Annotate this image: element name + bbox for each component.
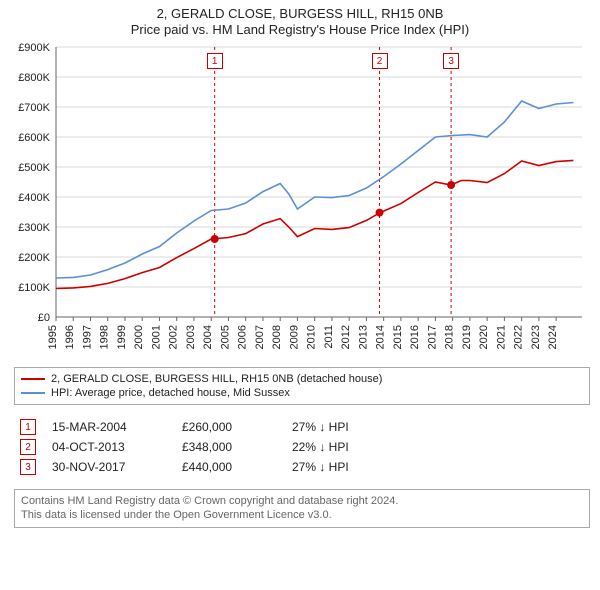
svg-text:2013: 2013 bbox=[357, 325, 369, 349]
svg-text:2004: 2004 bbox=[202, 325, 214, 349]
svg-text:2020: 2020 bbox=[478, 325, 490, 349]
svg-text:1995: 1995 bbox=[47, 325, 59, 349]
svg-text:2008: 2008 bbox=[271, 325, 283, 349]
chart-title-address: 2, GERALD CLOSE, BURGESS HILL, RH15 0NB bbox=[0, 6, 600, 22]
attribution-line2: This data is licensed under the Open Gov… bbox=[21, 508, 583, 522]
table-row: 2 04-OCT-2013 £348,000 22% ↓ HPI bbox=[20, 439, 584, 455]
svg-text:£700K: £700K bbox=[18, 102, 50, 114]
svg-text:2019: 2019 bbox=[461, 325, 473, 349]
legend: 2, GERALD CLOSE, BURGESS HILL, RH15 0NB … bbox=[14, 367, 590, 405]
svg-text:2007: 2007 bbox=[254, 325, 266, 349]
table-row: 1 15-MAR-2004 £260,000 27% ↓ HPI bbox=[20, 419, 584, 435]
attribution: Contains HM Land Registry data © Crown c… bbox=[14, 489, 590, 528]
svg-text:1997: 1997 bbox=[81, 325, 93, 349]
svg-text:£400K: £400K bbox=[18, 192, 50, 204]
transaction-gap: 27% ↓ HPI bbox=[292, 460, 402, 474]
transaction-date: 04-OCT-2013 bbox=[52, 440, 182, 454]
transactions-table: 1 15-MAR-2004 £260,000 27% ↓ HPI 2 04-OC… bbox=[14, 411, 590, 483]
legend-swatch-hpi bbox=[21, 392, 45, 394]
chart-title-desc: Price paid vs. HM Land Registry's House … bbox=[0, 22, 600, 38]
svg-text:2001: 2001 bbox=[150, 325, 162, 349]
transaction-marker-3: 3 bbox=[20, 459, 36, 475]
svg-text:2009: 2009 bbox=[288, 325, 300, 349]
svg-text:2005: 2005 bbox=[219, 325, 231, 349]
legend-swatch-property bbox=[21, 378, 45, 380]
svg-text:2010: 2010 bbox=[306, 325, 318, 349]
svg-text:£600K: £600K bbox=[18, 132, 50, 144]
svg-text:£300K: £300K bbox=[18, 222, 50, 234]
svg-text:£800K: £800K bbox=[18, 72, 50, 84]
svg-text:1998: 1998 bbox=[99, 325, 111, 349]
svg-text:2017: 2017 bbox=[426, 325, 438, 349]
svg-text:2024: 2024 bbox=[547, 325, 559, 349]
price-vs-hpi-chart: £0 £100K £200K £300K £400K £500K £600K £700K £80… bbox=[8, 41, 592, 361]
legend-item-property: 2, GERALD CLOSE, BURGESS HILL, RH15 0NB … bbox=[21, 372, 583, 386]
table-row: 3 30-NOV-2017 £440,000 27% ↓ HPI bbox=[20, 459, 584, 475]
svg-text:2023: 2023 bbox=[530, 325, 542, 349]
legend-label-property: 2, GERALD CLOSE, BURGESS HILL, RH15 0NB … bbox=[51, 373, 382, 385]
chart-marker-2: 2 bbox=[372, 53, 388, 69]
transaction-marker-1: 1 bbox=[20, 419, 36, 435]
svg-text:2016: 2016 bbox=[409, 325, 421, 349]
transaction-gap: 22% ↓ HPI bbox=[292, 440, 402, 454]
transaction-gap: 27% ↓ HPI bbox=[292, 420, 402, 434]
svg-text:2003: 2003 bbox=[185, 325, 197, 349]
svg-text:2022: 2022 bbox=[513, 325, 525, 349]
svg-text:2011: 2011 bbox=[323, 325, 335, 349]
svg-text:2018: 2018 bbox=[444, 325, 456, 349]
legend-item-hpi: HPI: Average price, detached house, Mid … bbox=[21, 386, 583, 400]
transaction-marker-2: 2 bbox=[20, 439, 36, 455]
svg-text:£100K: £100K bbox=[18, 282, 50, 294]
svg-text:1999: 1999 bbox=[116, 325, 128, 349]
attribution-line1: Contains HM Land Registry data © Crown c… bbox=[21, 494, 583, 508]
svg-text:2002: 2002 bbox=[168, 325, 180, 349]
svg-text:2006: 2006 bbox=[237, 325, 249, 349]
transaction-price: £440,000 bbox=[182, 460, 292, 474]
chart-marker-3: 3 bbox=[443, 53, 459, 69]
transaction-date: 30-NOV-2017 bbox=[52, 460, 182, 474]
svg-text:2014: 2014 bbox=[375, 325, 387, 349]
svg-text:1996: 1996 bbox=[64, 325, 76, 349]
transaction-price: £348,000 bbox=[182, 440, 292, 454]
chart-marker-1: 1 bbox=[207, 53, 223, 69]
svg-text:2000: 2000 bbox=[133, 325, 145, 349]
svg-text:£200K: £200K bbox=[18, 252, 50, 264]
legend-label-hpi: HPI: Average price, detached house, Mid … bbox=[51, 387, 290, 399]
transaction-price: £260,000 bbox=[182, 420, 292, 434]
svg-text:£900K: £900K bbox=[18, 42, 50, 54]
svg-text:2012: 2012 bbox=[340, 325, 352, 349]
svg-text:£500K: £500K bbox=[18, 162, 50, 174]
svg-text:£0: £0 bbox=[38, 312, 50, 324]
transaction-date: 15-MAR-2004 bbox=[52, 420, 182, 434]
svg-text:2015: 2015 bbox=[392, 325, 404, 349]
svg-text:2021: 2021 bbox=[495, 325, 507, 349]
